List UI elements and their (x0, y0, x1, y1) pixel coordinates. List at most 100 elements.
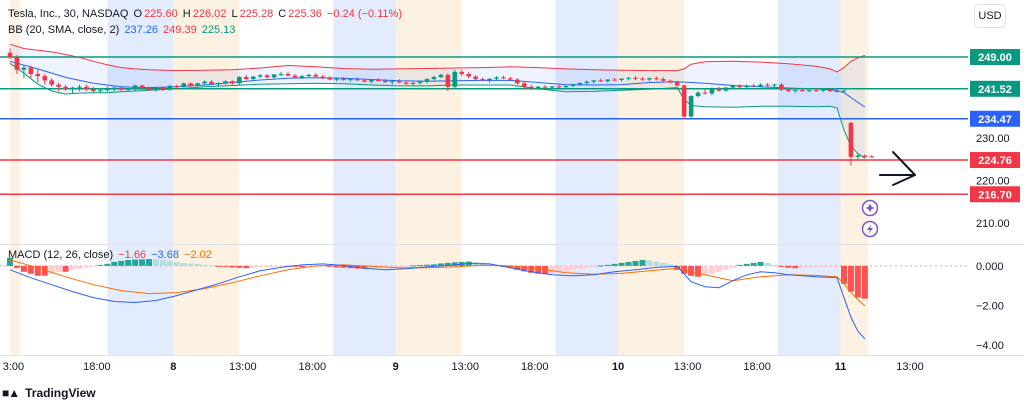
macd-hist-bar (611, 263, 618, 266)
candle-body (528, 86, 534, 89)
candle-body (84, 86, 89, 89)
macd-hist-bar (125, 259, 132, 266)
candle-body (91, 88, 96, 91)
macd-hist-bar (97, 264, 104, 266)
macd-hist-bar (583, 265, 590, 268)
macd-hist-bar (340, 265, 347, 268)
candle-body (556, 86, 562, 88)
macd-hist-bar (278, 265, 285, 267)
candle-body (466, 74, 471, 77)
macd-hist-bar (298, 265, 305, 268)
macd-hist-bar (625, 261, 632, 266)
arrow-drawing[interactable] (892, 151, 916, 186)
macd-hist-bar (514, 265, 521, 270)
macd-hist-bar (229, 265, 236, 268)
macd-hist-bar (271, 265, 278, 267)
macd-hist-bar (146, 259, 152, 266)
macd-hist-bar (507, 265, 514, 269)
candle-body (403, 82, 409, 84)
time-tick-label: 8 (170, 361, 176, 373)
candle-body (7, 52, 13, 57)
candle-body (848, 122, 854, 157)
candle-body (487, 78, 492, 80)
macd-hist-bar (569, 265, 576, 271)
macd-hist-bar (576, 265, 583, 269)
candle-body (765, 84, 770, 86)
candle-body (271, 74, 277, 78)
bb-legend: BB (20, SMA, close, 2) 237.26 249.39 225… (8, 24, 237, 36)
candle-body (383, 80, 388, 83)
macd-hist-bar (264, 265, 271, 267)
session-orange (10, 0, 21, 355)
candle-body (737, 85, 743, 88)
candle-body (327, 77, 332, 80)
macd-hist-bar (736, 264, 743, 266)
macd-hist-bar (521, 265, 528, 272)
close-label: C (278, 8, 287, 20)
price-axis: 210.00 220.00 230.00 249.00 241.52 234.47 224.… (0, 49, 1024, 356)
macd-hist-bar (417, 265, 424, 267)
symbol-title[interactable]: Tesla, Inc., 30, NASDAQ (8, 8, 129, 20)
macd-hist-bar (76, 265, 83, 269)
candle-body (494, 77, 499, 79)
macd-hist-bar (132, 259, 139, 266)
candle-body (70, 87, 75, 89)
candle-body (118, 87, 124, 90)
currency-button[interactable]: USD (974, 4, 1006, 28)
macd-hist-bar (13, 265, 20, 268)
candle-body (202, 81, 207, 84)
candle-body (438, 74, 444, 77)
candle-body (244, 76, 249, 80)
add-alert-icon[interactable] (861, 199, 879, 217)
macd-hist-bar (208, 265, 215, 267)
macd-hist-bar (771, 264, 778, 266)
macd-hist-bar (319, 265, 326, 267)
candle-body (313, 74, 319, 77)
macd-hist-bar (695, 265, 702, 277)
candle-body (445, 74, 451, 87)
candle-body (146, 87, 152, 91)
candle-body (181, 83, 187, 87)
candle-body (751, 85, 756, 87)
lightning-icon[interactable] (861, 220, 879, 238)
open-value: 225.60 (144, 8, 178, 20)
candle-body (570, 84, 576, 86)
candle-body (522, 83, 527, 87)
candle-body (209, 81, 214, 85)
candle-body (841, 90, 847, 92)
macd-hist-bar (451, 262, 458, 266)
macd-hist-bar (722, 265, 729, 270)
macd-hist-bar (139, 259, 146, 266)
candle-body (480, 79, 485, 81)
macd-hist-bar (486, 263, 493, 266)
level-label: 241.52 (978, 84, 1012, 96)
tradingview-wordmark: TradingView (25, 386, 96, 400)
candle-body (542, 86, 548, 88)
candle-body (153, 87, 159, 91)
time-tick-label: 11 (835, 361, 847, 373)
level-label-box (970, 49, 1020, 65)
macd-hist-bar (236, 265, 243, 268)
macd-hist-bar (479, 262, 486, 266)
level-label: 224.76 (978, 155, 1012, 167)
candle-body (508, 78, 513, 80)
macd-label[interactable]: MACD (12, 26, close) (8, 249, 114, 261)
macd-tick-label: −4.00 (976, 340, 1004, 352)
candle-body (396, 81, 402, 83)
candle-body (355, 79, 360, 81)
close-value: 225.36 (288, 8, 322, 20)
price-tick-label: 220.00 (976, 175, 1010, 187)
candle-body (827, 89, 833, 91)
candle-body (216, 82, 221, 85)
low-label: L (231, 8, 238, 20)
macd-hist-bar (778, 265, 785, 267)
tradingview-logo[interactable]: ■▲ TradingView (2, 386, 96, 400)
bb-label[interactable]: BB (20, SMA, close, 2) (8, 24, 120, 36)
candle-body (14, 57, 20, 70)
macd-signal-value: −2.02 (184, 249, 212, 261)
candle-body (278, 74, 284, 75)
bb-upper-line (9, 43, 866, 73)
bb-upper-value: 249.39 (163, 24, 197, 36)
macd-hist-bar (410, 265, 417, 267)
